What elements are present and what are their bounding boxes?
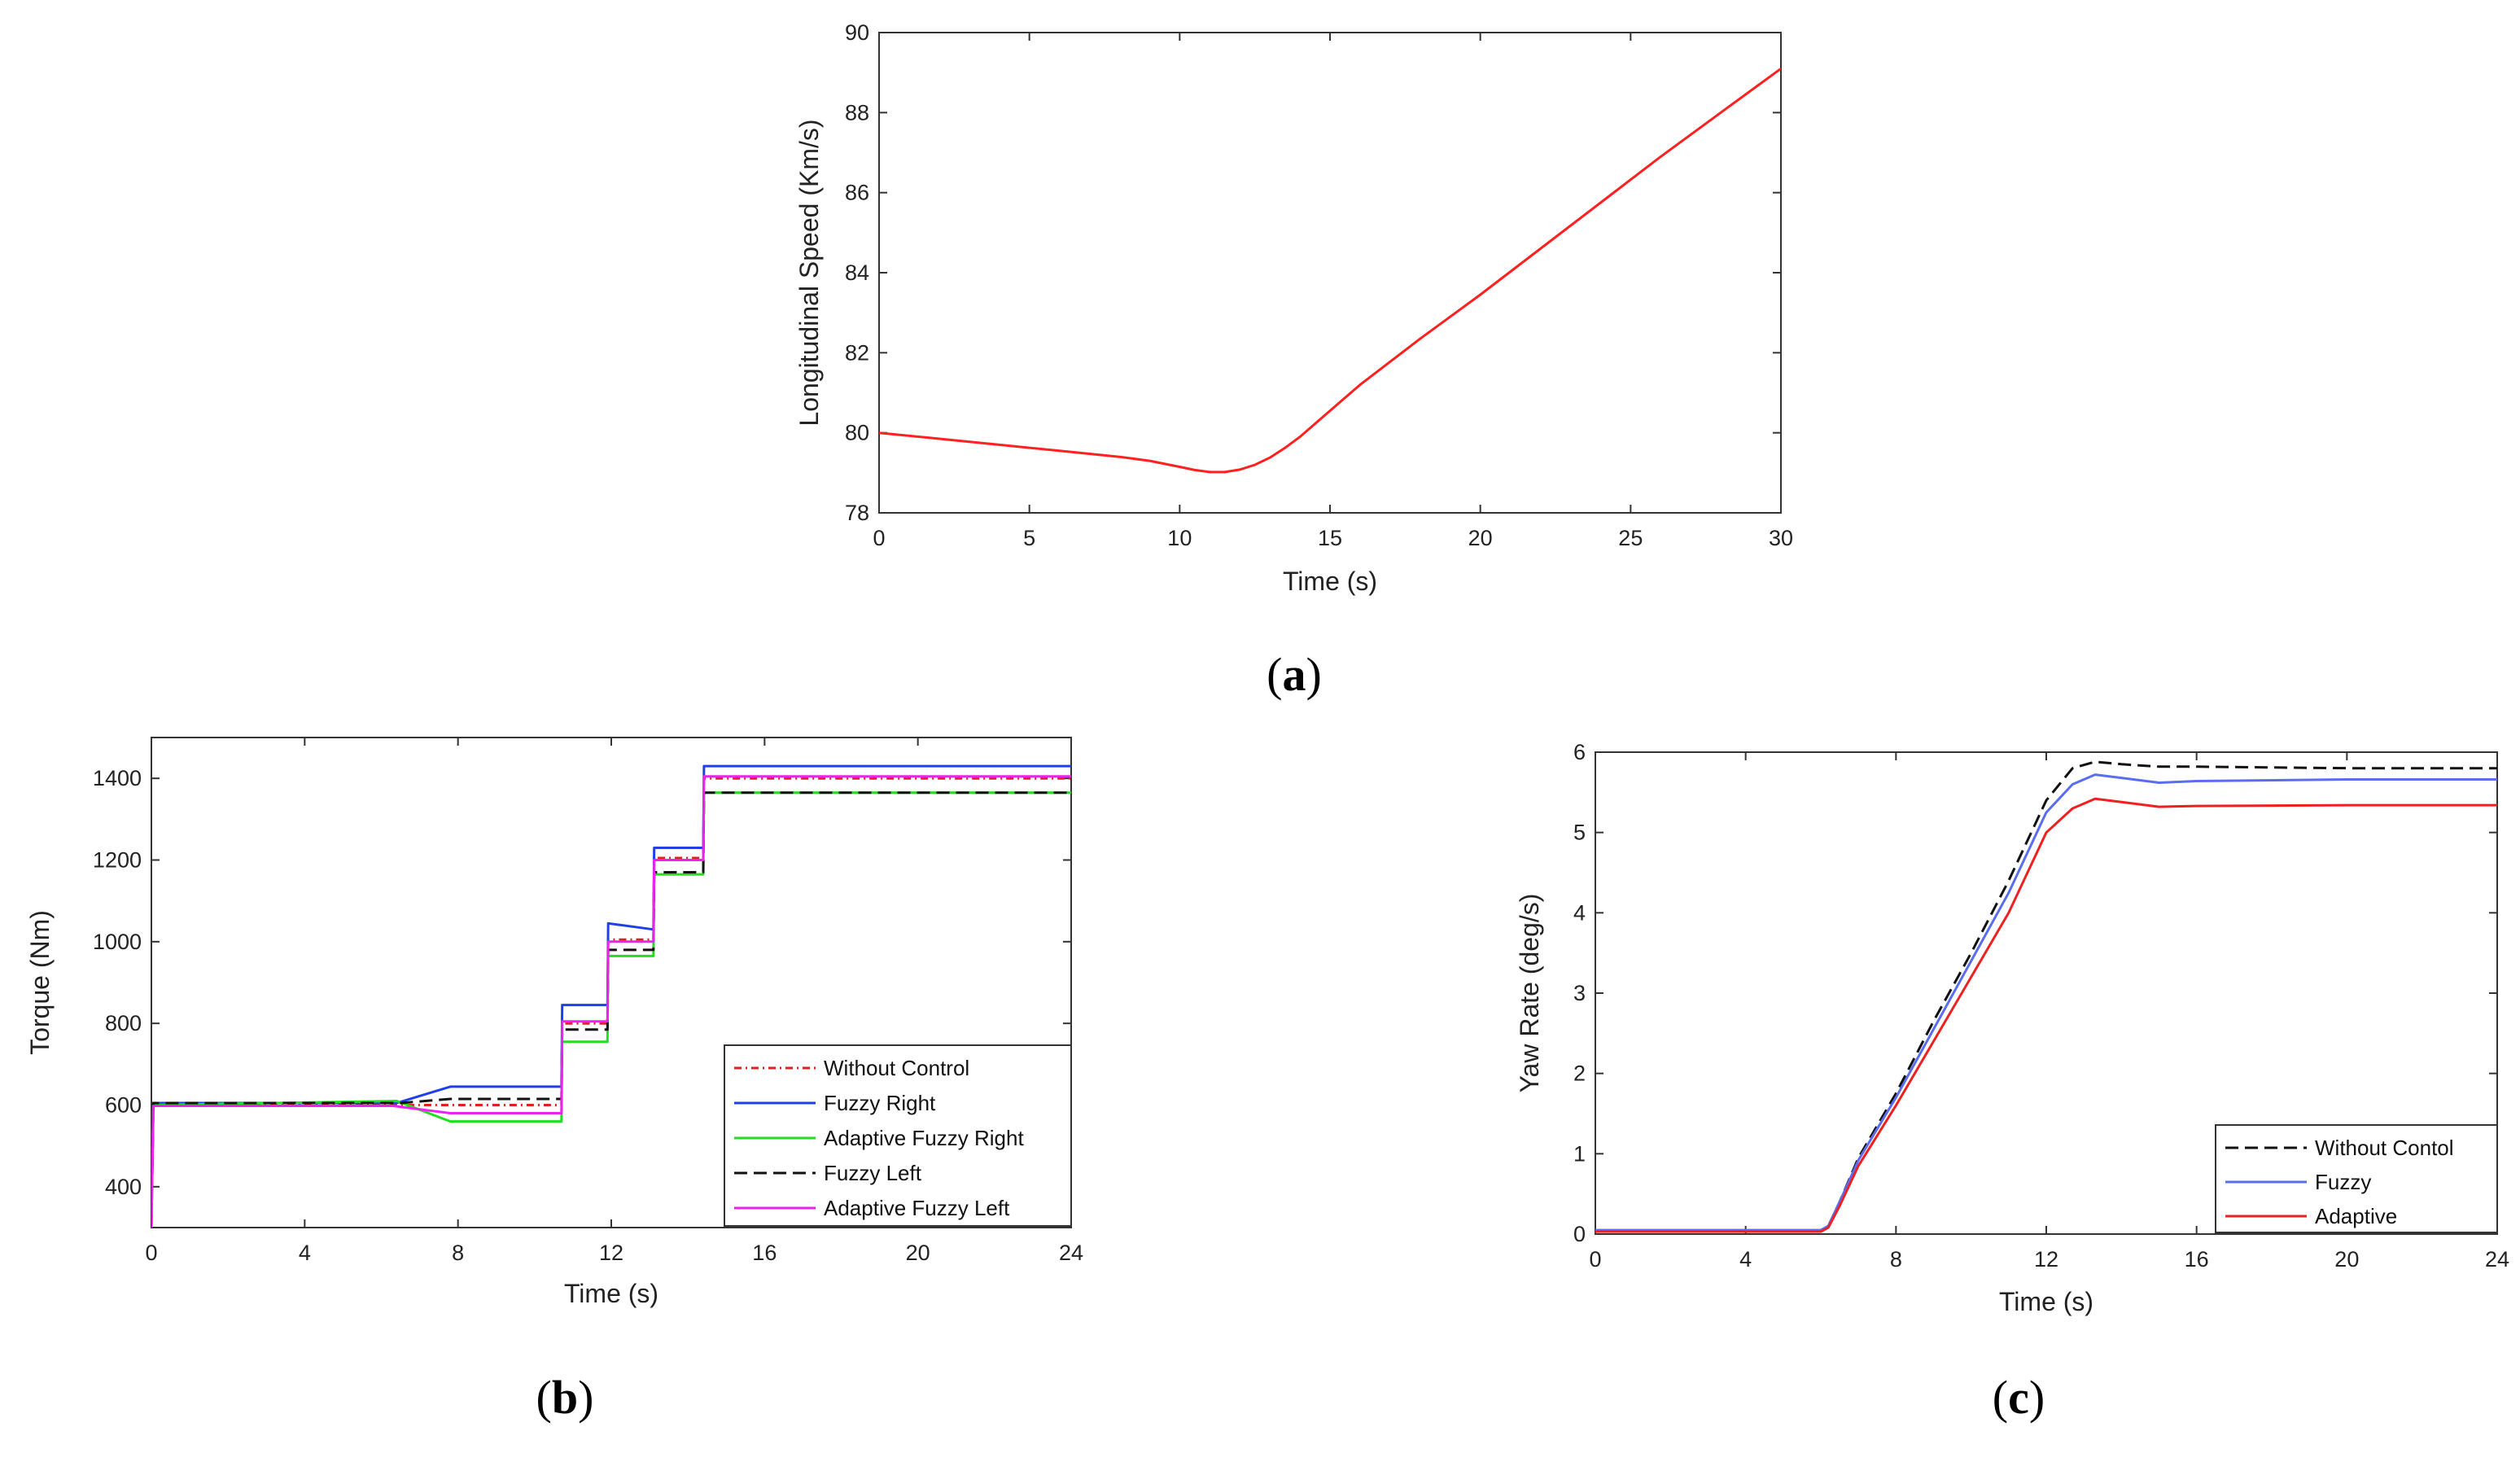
chart-a-xtick-label: 0 (873, 526, 885, 550)
caption-c-letter: c (2008, 1371, 2029, 1424)
caption-b: (b) (536, 1371, 594, 1424)
chart-c-xtick-label: 8 (1890, 1247, 1902, 1272)
chart-a-ylabel: Longitudinal Speed (Km/s) (794, 119, 824, 426)
chart-c-legend-label: Adaptive (2315, 1204, 2397, 1228)
chart-c-series-fuzzy-line (1595, 773, 2497, 1232)
chart-b-xtick-label: 20 (906, 1241, 930, 1265)
caption-a: (a) (1267, 648, 1322, 701)
chart-c-xtick-label: 4 (1739, 1247, 1752, 1272)
chart-a-xtick-label: 30 (1769, 526, 1793, 550)
chart-b-ytick-label: 1200 (93, 848, 142, 873)
chart-b-ytick-label: 400 (105, 1175, 142, 1199)
chart-c-ytick-label: 4 (1573, 900, 1586, 925)
caption-c: (c) (1993, 1371, 2045, 1424)
chart-a-ytick-label: 86 (845, 181, 869, 205)
chart-a-series-group (879, 68, 1781, 474)
chart-c-series-adaptive-line (1595, 797, 2497, 1233)
chart-a-ytick-label: 78 (845, 501, 869, 525)
chart-b-series-group (151, 764, 1071, 1228)
chart-a-ytick-label: 84 (845, 260, 869, 285)
chart-a-ytick-label: 80 (845, 421, 869, 445)
caption-a-letter: a (1283, 648, 1306, 701)
chart-c-xlabel: Time (s) (1999, 1287, 2093, 1316)
chart-c-legend-label: Fuzzy (2315, 1170, 2371, 1194)
chart-b-xlabel: Time (s) (564, 1279, 658, 1308)
chart-a-longitudinal-speed: 0 5 10 15 20 25 30 78 80 82 84 86 88 90 Time (s) Longit… (794, 20, 1793, 596)
chart-c-xtick-label: 12 (2034, 1247, 2058, 1272)
chart-a-xtick-label: 15 (1318, 526, 1342, 550)
chart-c-ytick-label: 6 (1573, 740, 1586, 764)
chart-b-ytick-label: 600 (105, 1093, 142, 1118)
chart-b-series-adaptive-fuzzy-right-line (151, 791, 1071, 1228)
chart-b-series-adaptive-fuzzy-left-line (151, 775, 1071, 1228)
chart-b-xtick-label: 16 (752, 1241, 777, 1265)
chart-c-series-group (1595, 760, 2497, 1233)
chart-c-xtick-label: 24 (2485, 1247, 2509, 1272)
chart-a-xtick-label: 10 (1167, 526, 1192, 550)
chart-c-legend-label: Without Contol (2315, 1136, 2454, 1160)
chart-a-xtick-label: 5 (1023, 526, 1035, 550)
chart-b-xtick-label: 4 (299, 1241, 311, 1265)
chart-c-xtick-label: 0 (1589, 1247, 1601, 1272)
chart-b-xtick-label: 8 (452, 1241, 464, 1265)
caption-b-letter: b (552, 1371, 578, 1424)
chart-b-legend-label: Adaptive Fuzzy Left (824, 1196, 1010, 1220)
chart-c-ytick-label: 0 (1573, 1222, 1586, 1246)
chart-c-xtick-label: 20 (2334, 1247, 2359, 1272)
chart-b-xtick-label: 24 (1059, 1241, 1083, 1265)
chart-a-xtick-label: 25 (1618, 526, 1643, 550)
chart-a-frame (878, 32, 1782, 514)
chart-c-ytick-label: 1 (1573, 1141, 1586, 1166)
chart-a-ytick-label: 88 (845, 100, 869, 125)
chart-b-ytick-label: 1400 (93, 766, 142, 790)
chart-b-legend-label: Without Control (824, 1056, 969, 1080)
chart-a-xtick-label: 20 (1468, 526, 1493, 550)
chart-b-legend-label: Fuzzy Left (824, 1161, 922, 1185)
chart-a-ytick-label: 90 (845, 20, 869, 45)
chart-b-legend-label: Fuzzy Right (824, 1091, 936, 1115)
chart-b-legend-box (724, 1044, 1072, 1227)
chart-b-xtick-label: 12 (599, 1241, 623, 1265)
chart-b-series-fuzzy-left-line (151, 791, 1071, 1228)
chart-b-ylabel: Torque (Nm) (25, 910, 55, 1055)
chart-c-ytick-label: 3 (1573, 981, 1586, 1005)
chart-c-ytick-label: 5 (1573, 821, 1586, 845)
chart-c-ylabel: Yaw Rate (deg/s) (1515, 894, 1544, 1093)
chart-c-ytick-label: 2 (1573, 1061, 1586, 1086)
chart-b-legend-label: Adaptive Fuzzy Right (824, 1126, 1024, 1150)
chart-a-series-longitudinal-speed-line (879, 68, 1781, 474)
chart-b-ytick-label: 1000 (93, 930, 142, 954)
chart-c-legend-box (2215, 1124, 2498, 1233)
chart-a-xlabel: Time (s) (1283, 567, 1377, 596)
chart-c-xtick-label: 16 (2185, 1247, 2209, 1272)
chart-b-torque: 0 4 8 12 16 20 24 400 600 800 1000 1200 1400 Time (s)… (25, 737, 1083, 1308)
chart-a-ytick-label: 82 (845, 340, 869, 365)
chart-b-xtick-label: 0 (145, 1241, 157, 1265)
chart-b-ytick-label: 800 (105, 1011, 142, 1035)
